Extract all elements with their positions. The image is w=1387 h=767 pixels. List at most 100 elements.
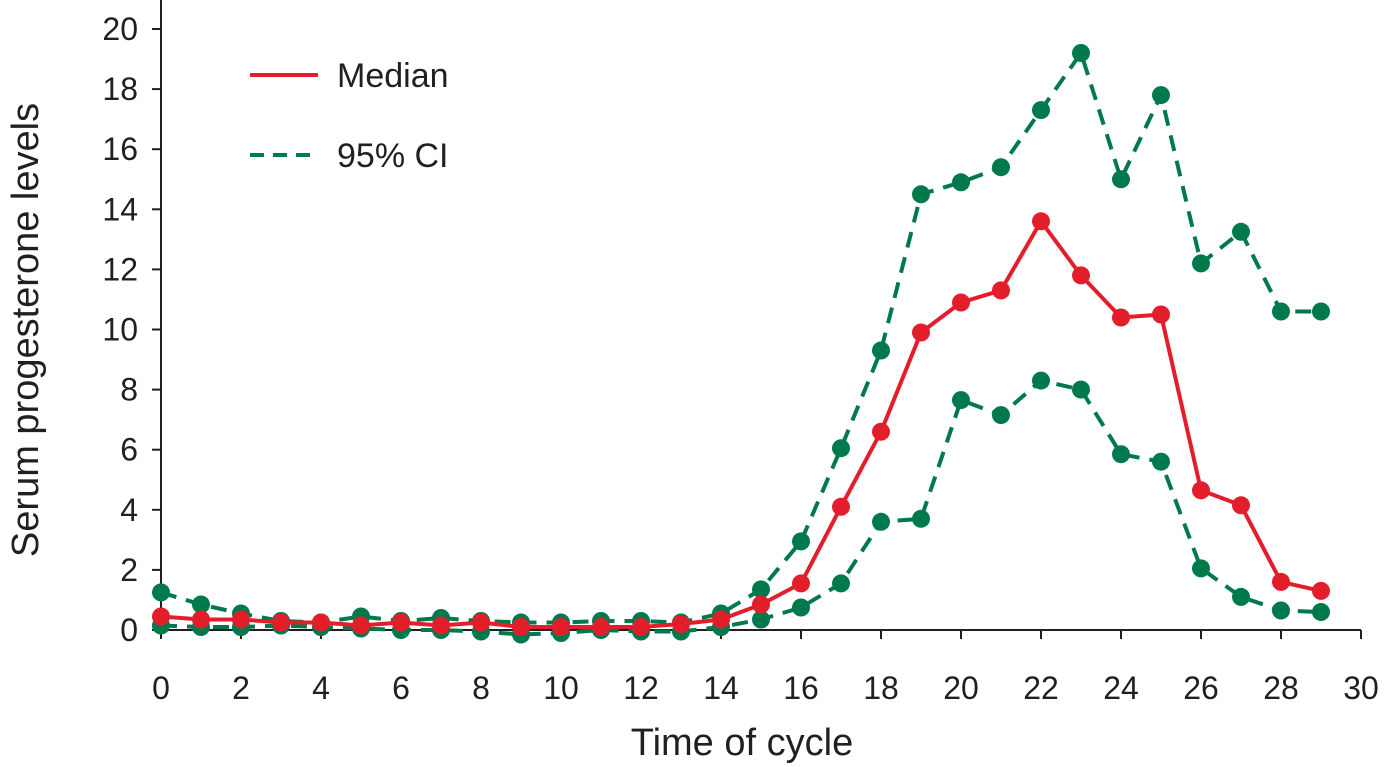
data-point-upper — [1152, 86, 1170, 105]
data-point-median — [352, 616, 370, 635]
data-point-lower — [1152, 452, 1170, 471]
x-tick-label: 4 — [312, 670, 330, 706]
axes: 0 2 4 6 8 10 12 14 16 18 20 22 24 26 28 300246810121416… — [102, 0, 1379, 706]
x-tick-label: 12 — [623, 670, 659, 706]
series-upper — [152, 44, 1330, 632]
legend-label: Median — [337, 57, 449, 95]
data-point-lower — [832, 574, 850, 593]
data-point-median — [872, 422, 890, 441]
data-point-lower — [752, 610, 770, 629]
x-axis-title: Time of cycle — [631, 722, 853, 764]
data-point-median — [1272, 572, 1290, 591]
data-point-lower — [1032, 371, 1050, 390]
data-point-median — [1152, 305, 1170, 324]
data-point-lower — [792, 598, 810, 617]
data-point-upper — [1192, 254, 1210, 273]
legend-item-median: Median — [250, 57, 449, 95]
data-point-lower — [952, 391, 970, 410]
data-point-median — [912, 323, 930, 342]
data-point-upper — [832, 439, 850, 458]
data-point-upper — [152, 583, 170, 602]
x-tick-label: 26 — [1183, 670, 1219, 706]
x-tick-label: 18 — [863, 670, 899, 706]
data-point-median — [1312, 581, 1330, 600]
y-tick-label: 12 — [102, 251, 138, 287]
series-line-median — [160, 219, 1322, 629]
data-point-median — [952, 293, 970, 312]
y-tick-label: 16 — [102, 131, 138, 167]
y-tick-label: 14 — [102, 191, 138, 227]
y-tick-label: 20 — [102, 11, 138, 47]
y-tick-label: 0 — [120, 612, 138, 648]
data-point-median — [312, 613, 330, 632]
data-point-median — [432, 616, 450, 635]
data-point-lower — [1192, 559, 1210, 578]
data-point-upper — [1032, 101, 1050, 120]
y-tick-label: 2 — [120, 552, 138, 588]
x-tick-label: 20 — [943, 670, 979, 706]
data-point-upper — [1072, 44, 1090, 62]
x-tick-label: 28 — [1263, 670, 1299, 706]
data-point-median — [832, 497, 850, 516]
data-point-lower — [1112, 445, 1130, 464]
x-tick-label: 0 — [152, 670, 170, 706]
data-point-upper — [1312, 302, 1330, 321]
series-layer — [152, 44, 1330, 644]
data-point-lower — [872, 512, 890, 531]
x-tick-label: 14 — [703, 670, 739, 706]
data-point-median — [992, 281, 1010, 300]
data-point-median — [632, 618, 650, 636]
data-point-median — [1032, 212, 1050, 231]
data-point-median — [1112, 308, 1130, 327]
legend-label: 95% CI — [337, 137, 449, 175]
data-point-median — [792, 574, 810, 593]
data-point-lower — [1312, 603, 1330, 621]
y-tick-label: 4 — [120, 492, 138, 528]
data-point-upper — [912, 185, 930, 204]
data-point-upper — [1272, 302, 1290, 321]
data-point-median — [232, 610, 250, 629]
data-point-median — [672, 615, 690, 633]
data-point-lower — [1232, 587, 1250, 606]
data-point-upper — [1232, 222, 1250, 241]
y-axis-title: Serum progesterone levels — [5, 103, 47, 557]
data-point-median — [1072, 266, 1090, 285]
x-tick-label: 8 — [472, 670, 490, 706]
y-tick-label: 10 — [102, 312, 138, 348]
data-point-median — [592, 618, 610, 636]
data-point-median — [1192, 481, 1210, 500]
data-point-median — [1232, 496, 1250, 515]
data-point-median — [272, 613, 290, 632]
x-tick-label: 6 — [392, 670, 410, 706]
data-point-upper — [752, 580, 770, 599]
data-point-median — [712, 610, 730, 629]
data-point-median — [152, 607, 170, 626]
data-point-lower — [992, 406, 1010, 425]
data-point-upper — [792, 532, 810, 551]
legend: Median 95% CI — [250, 57, 449, 175]
data-point-upper — [872, 341, 890, 360]
series-line-upper — [160, 51, 1321, 625]
y-tick-label: 8 — [120, 372, 138, 408]
data-point-lower — [912, 509, 930, 528]
data-point-median — [192, 610, 210, 629]
series-median — [152, 212, 1330, 636]
x-tick-label: 30 — [1343, 670, 1379, 706]
series-lower — [152, 371, 1330, 644]
data-point-upper — [1112, 170, 1130, 189]
data-point-upper — [992, 158, 1010, 177]
x-tick-label: 16 — [783, 670, 819, 706]
data-point-median — [392, 613, 410, 632]
series-line-lower — [160, 378, 1322, 637]
data-point-median — [512, 618, 530, 636]
data-point-lower — [1072, 380, 1090, 399]
data-point-upper — [192, 595, 210, 614]
x-tick-label: 2 — [232, 670, 250, 706]
y-tick-label: 6 — [120, 432, 138, 468]
y-tick-label: 18 — [102, 71, 138, 107]
x-tick-label: 24 — [1103, 670, 1139, 706]
data-point-upper — [952, 173, 970, 192]
x-tick-label: 22 — [1023, 670, 1059, 706]
data-point-median — [552, 618, 570, 636]
